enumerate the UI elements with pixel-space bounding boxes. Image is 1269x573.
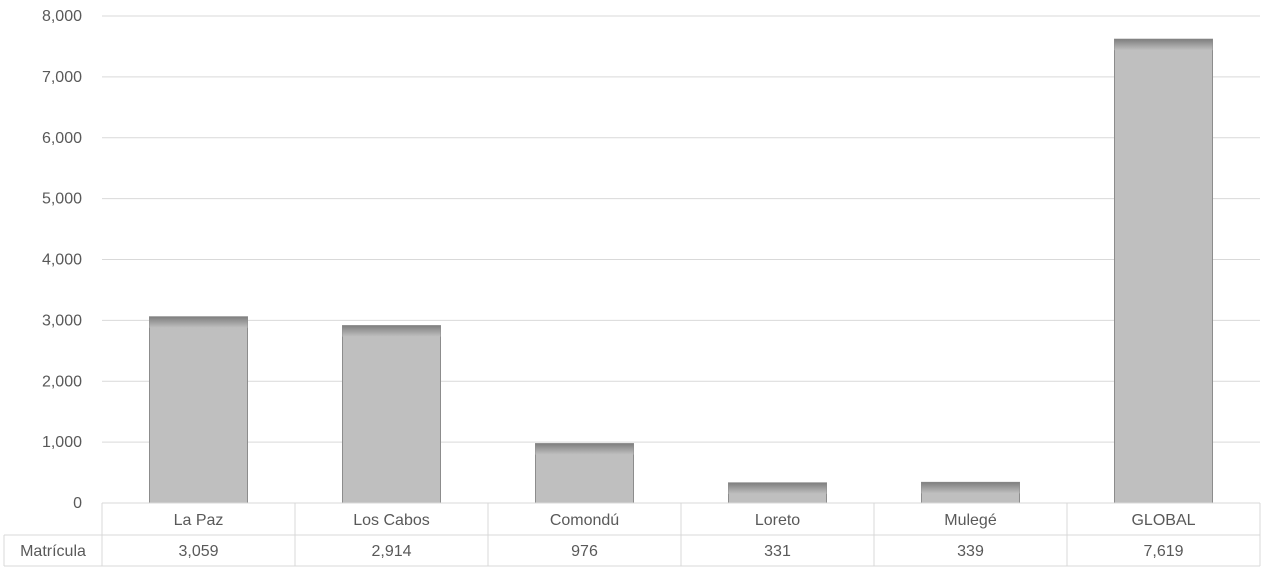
y-tick-label: 3,000 [42, 312, 82, 329]
category-label: Mulegé [944, 512, 997, 529]
y-tick-label: 0 [73, 495, 82, 512]
y-tick-label: 2,000 [42, 373, 82, 390]
y-tick-label: 5,000 [42, 191, 82, 208]
data-value-label: 3,059 [178, 543, 218, 560]
bar-top-shade [342, 325, 441, 337]
series-name-label: Matrícula [20, 543, 86, 560]
category-label: Los Cabos [353, 512, 430, 529]
y-tick-label: 4,000 [42, 252, 82, 269]
data-value-label: 976 [571, 543, 598, 560]
bar-top-shade [1114, 39, 1213, 51]
y-tick-label: 6,000 [42, 130, 82, 147]
y-tick-label: 7,000 [42, 69, 82, 86]
gridlines [102, 15, 1260, 443]
bar-global [1114, 38, 1213, 504]
data-value-label: 2,914 [371, 543, 411, 560]
bar-top-shade [149, 316, 248, 328]
bars [149, 38, 1213, 504]
bar-top-shade [728, 482, 827, 494]
data-value-label: 7,619 [1143, 543, 1183, 560]
bar-top-shade [535, 443, 634, 455]
y-axis-tick-labels: 0 1,000 2,000 3,000 4,000 5,000 6,000 7,000 8,00… [42, 8, 82, 512]
category-label: La Paz [174, 512, 224, 529]
bar-top-shade [921, 482, 1020, 494]
bar-los-cabos [342, 325, 441, 504]
data-value-label: 339 [957, 543, 984, 560]
category-label: Comondú [550, 512, 619, 529]
y-tick-label: 8,000 [42, 8, 82, 25]
data-table: Matrícula La Paz 3,059 Los Cabos 2,914 Comond… [3, 502, 1261, 567]
y-tick-label: 1,000 [42, 434, 82, 451]
category-label: GLOBAL [1131, 512, 1195, 529]
data-value-label: 331 [764, 543, 791, 560]
bar-la-paz [149, 316, 248, 504]
category-label: Loreto [755, 512, 800, 529]
